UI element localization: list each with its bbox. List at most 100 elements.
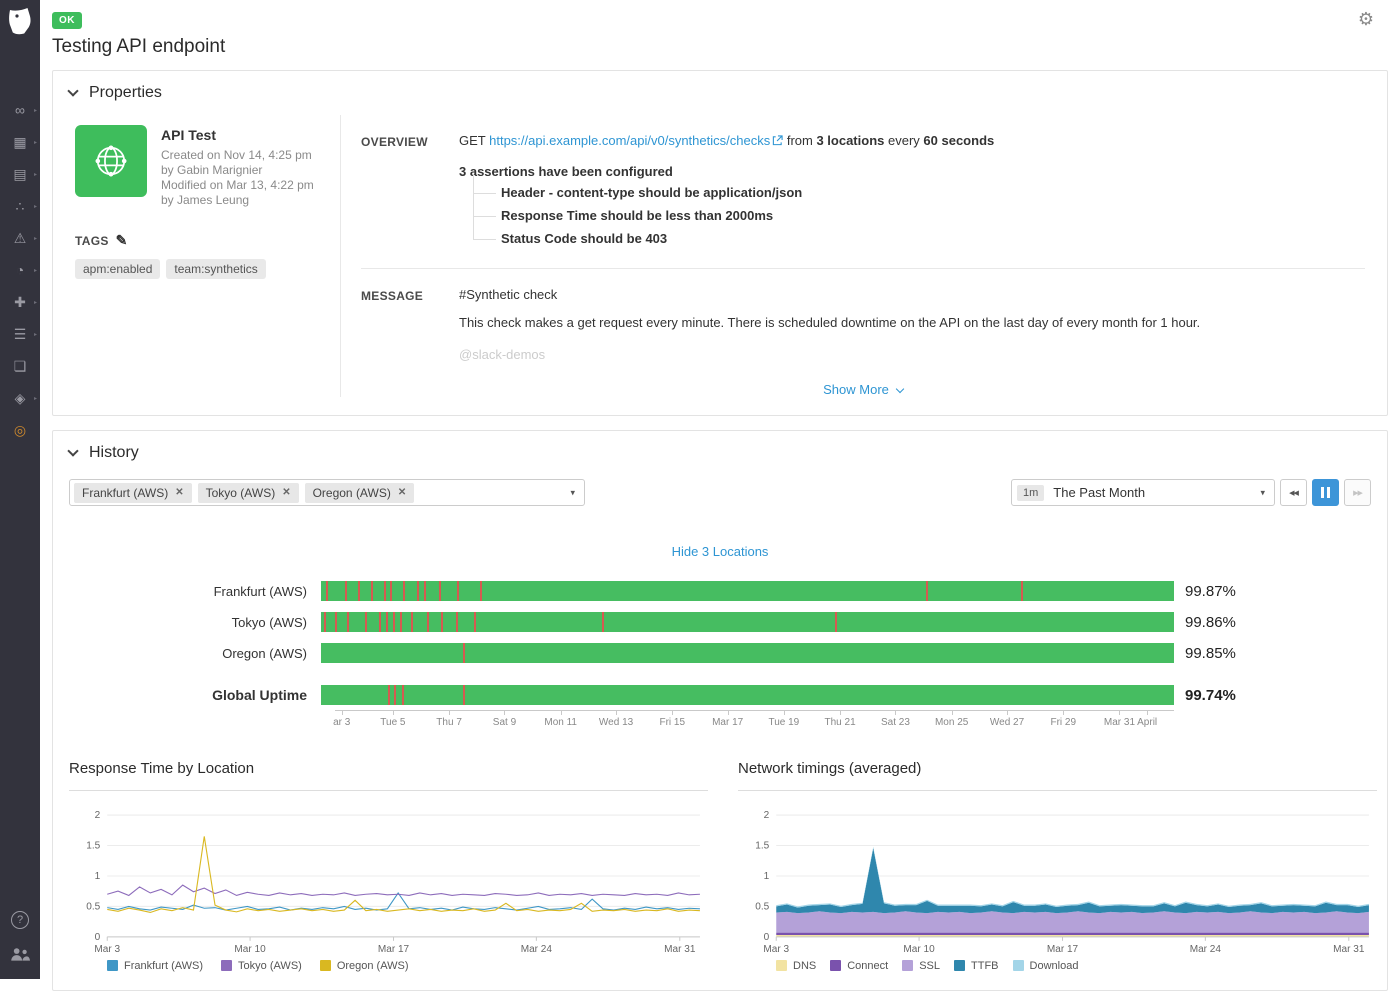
network-timings-chart[interactable]: 00.511.52Mar 3Mar 10Mar 17Mar 24Mar 31	[738, 805, 1377, 958]
downtime-marker	[417, 581, 419, 601]
axis-tick	[449, 711, 450, 715]
tag-chip[interactable]: apm:enabled	[75, 259, 160, 279]
axis-tick	[504, 711, 505, 715]
uptime-bar[interactable]	[321, 643, 1174, 663]
synthetics-icon[interactable]: ◎	[0, 419, 40, 441]
legend-swatch	[221, 960, 232, 971]
legend-item[interactable]: TTFB	[954, 960, 999, 972]
legend-item[interactable]: SSL	[902, 960, 940, 972]
integrations-icon[interactable]: ✚	[0, 291, 40, 313]
svg-text:Mar 10: Mar 10	[903, 944, 935, 955]
uptime-value: 99.87%	[1174, 583, 1371, 600]
downtime-marker	[393, 612, 395, 632]
request-line: GET https://api.example.com/api/v0/synth…	[459, 133, 1365, 148]
page-header: OK Testing API endpoint ⚙	[52, 10, 1388, 70]
uptime-bar[interactable]	[321, 612, 1174, 632]
endpoint-url-link[interactable]: https://api.example.com/api/v0/synthetic…	[489, 133, 783, 148]
svg-text:1: 1	[764, 871, 770, 882]
axis-tick-label: Thu 7	[436, 717, 462, 728]
svg-text:0.5: 0.5	[755, 901, 769, 912]
uptime-bar[interactable]	[321, 581, 1174, 601]
legend-item[interactable]: Frankfurt (AWS)	[107, 960, 203, 972]
settings-gear-icon[interactable]: ⚙	[1358, 10, 1374, 28]
logs-icon[interactable]: ❏	[0, 355, 40, 377]
legend-swatch	[830, 960, 841, 971]
downtime-marker	[439, 581, 441, 601]
legend-item[interactable]: Oregon (AWS)	[320, 960, 409, 972]
remove-location-icon[interactable]: ✕	[175, 487, 183, 498]
page-title: Testing API endpoint	[52, 36, 225, 58]
sidebar: ∞ ▦ ▤ ∴ ⚠ ◔ ✚ ☰ ❏ ◈ ◎ ?	[0, 0, 40, 979]
legend-item[interactable]: Tokyo (AWS)	[221, 960, 302, 972]
properties-section: Properties	[52, 70, 1388, 416]
watchdog-icon[interactable]: ∞	[0, 99, 40, 121]
axis-tick	[616, 711, 617, 715]
step-back-button[interactable]: ◀◀	[1280, 479, 1307, 506]
svg-text:0: 0	[764, 932, 770, 943]
location-chip: Tokyo (AWS) ✕	[198, 483, 299, 503]
time-range-select[interactable]: 1m The Past Month ▾	[1011, 479, 1275, 506]
hide-locations-link[interactable]: Hide 3 Locations	[53, 544, 1387, 559]
properties-section-header[interactable]: Properties	[53, 71, 1387, 115]
downtime-marker	[480, 581, 482, 601]
downtime-marker	[365, 612, 367, 632]
axis-tick-label: Tue 5	[380, 717, 405, 728]
legend-item[interactable]: DNS	[776, 960, 816, 972]
uptime-row-label: Frankfurt (AWS)	[69, 584, 321, 599]
axis-tick-label: April	[1137, 717, 1157, 728]
test-card: API Test Created on Nov 14, 4:25 pm by G…	[75, 125, 320, 208]
response-time-chart[interactable]: 00.511.52Mar 3Mar 10Mar 17Mar 24Mar 31	[69, 805, 708, 958]
svg-text:1.5: 1.5	[86, 841, 100, 852]
assertion-item: Response Time should be less than 2000ms	[465, 204, 1365, 227]
message-content: #Synthetic check This check makes a get …	[459, 287, 1365, 362]
downtime-marker	[345, 581, 347, 601]
tag-chip[interactable]: team:synthetics	[166, 259, 265, 279]
remove-location-icon[interactable]: ✕	[282, 487, 290, 498]
step-forward-button[interactable]: ▶▶	[1344, 479, 1371, 506]
svg-text:Mar 10: Mar 10	[234, 944, 266, 955]
users-icon[interactable]	[10, 943, 30, 965]
notebooks-icon[interactable]: ☰	[0, 323, 40, 345]
dashboards-icon[interactable]: ▦	[0, 131, 40, 153]
axis-tick-label: Tue 19	[768, 717, 799, 728]
downtime-marker	[388, 685, 390, 705]
show-more-link[interactable]: Show More	[361, 374, 1365, 397]
history-controls: Frankfurt (AWS) ✕ Tokyo (AWS) ✕ Oregon (…	[53, 475, 1387, 514]
legend-item[interactable]: Connect	[830, 960, 888, 972]
downtime-marker	[456, 612, 458, 632]
uptime-row-label: Tokyo (AWS)	[69, 615, 321, 630]
downtime-marker	[402, 685, 404, 705]
axis-tick-label: Wed 13	[599, 717, 633, 728]
legend-label: Tokyo (AWS)	[238, 960, 302, 972]
help-icon[interactable]: ?	[11, 911, 29, 929]
metrics-icon[interactable]: ▤	[0, 163, 40, 185]
history-section-header[interactable]: History	[53, 431, 1387, 475]
axis-tick-label: Sat 23	[881, 717, 910, 728]
location-filter-select[interactable]: Frankfurt (AWS) ✕ Tokyo (AWS) ✕ Oregon (…	[69, 479, 585, 506]
uptime-row: Tokyo (AWS) 99.86%	[69, 612, 1371, 632]
service-gauge-icon[interactable]: ◔	[0, 259, 40, 281]
uptime-row: Frankfurt (AWS) 99.87%	[69, 581, 1371, 601]
datadog-logo[interactable]	[5, 6, 35, 36]
downtime-marker	[386, 612, 388, 632]
check-interval: 60 seconds	[923, 133, 994, 148]
edit-tags-icon[interactable]: ✎	[116, 232, 128, 249]
message-channel: #Synthetic check	[459, 287, 1365, 302]
apm-icon[interactable]: ∴	[0, 195, 40, 217]
monitors-icon[interactable]: ⚠	[0, 227, 40, 249]
network-timings-title: Network timings (averaged)	[738, 760, 1377, 791]
sidebar-bottom: ?	[10, 911, 30, 979]
svg-text:Mar 3: Mar 3	[94, 944, 120, 955]
downtime-marker	[394, 685, 396, 705]
test-created: Created on Nov 14, 4:25 pm	[161, 148, 314, 163]
status-badge: OK	[52, 12, 82, 29]
axis-tick	[393, 711, 394, 715]
downtime-marker	[390, 581, 392, 601]
test-name: API Test	[161, 127, 314, 143]
message-mention: @slack-demos	[459, 347, 1365, 362]
global-uptime-bar[interactable]	[321, 685, 1174, 705]
legend-item[interactable]: Download	[1013, 960, 1079, 972]
remove-location-icon[interactable]: ✕	[398, 487, 406, 498]
pause-button[interactable]	[1312, 479, 1339, 506]
security-icon[interactable]: ◈	[0, 387, 40, 409]
